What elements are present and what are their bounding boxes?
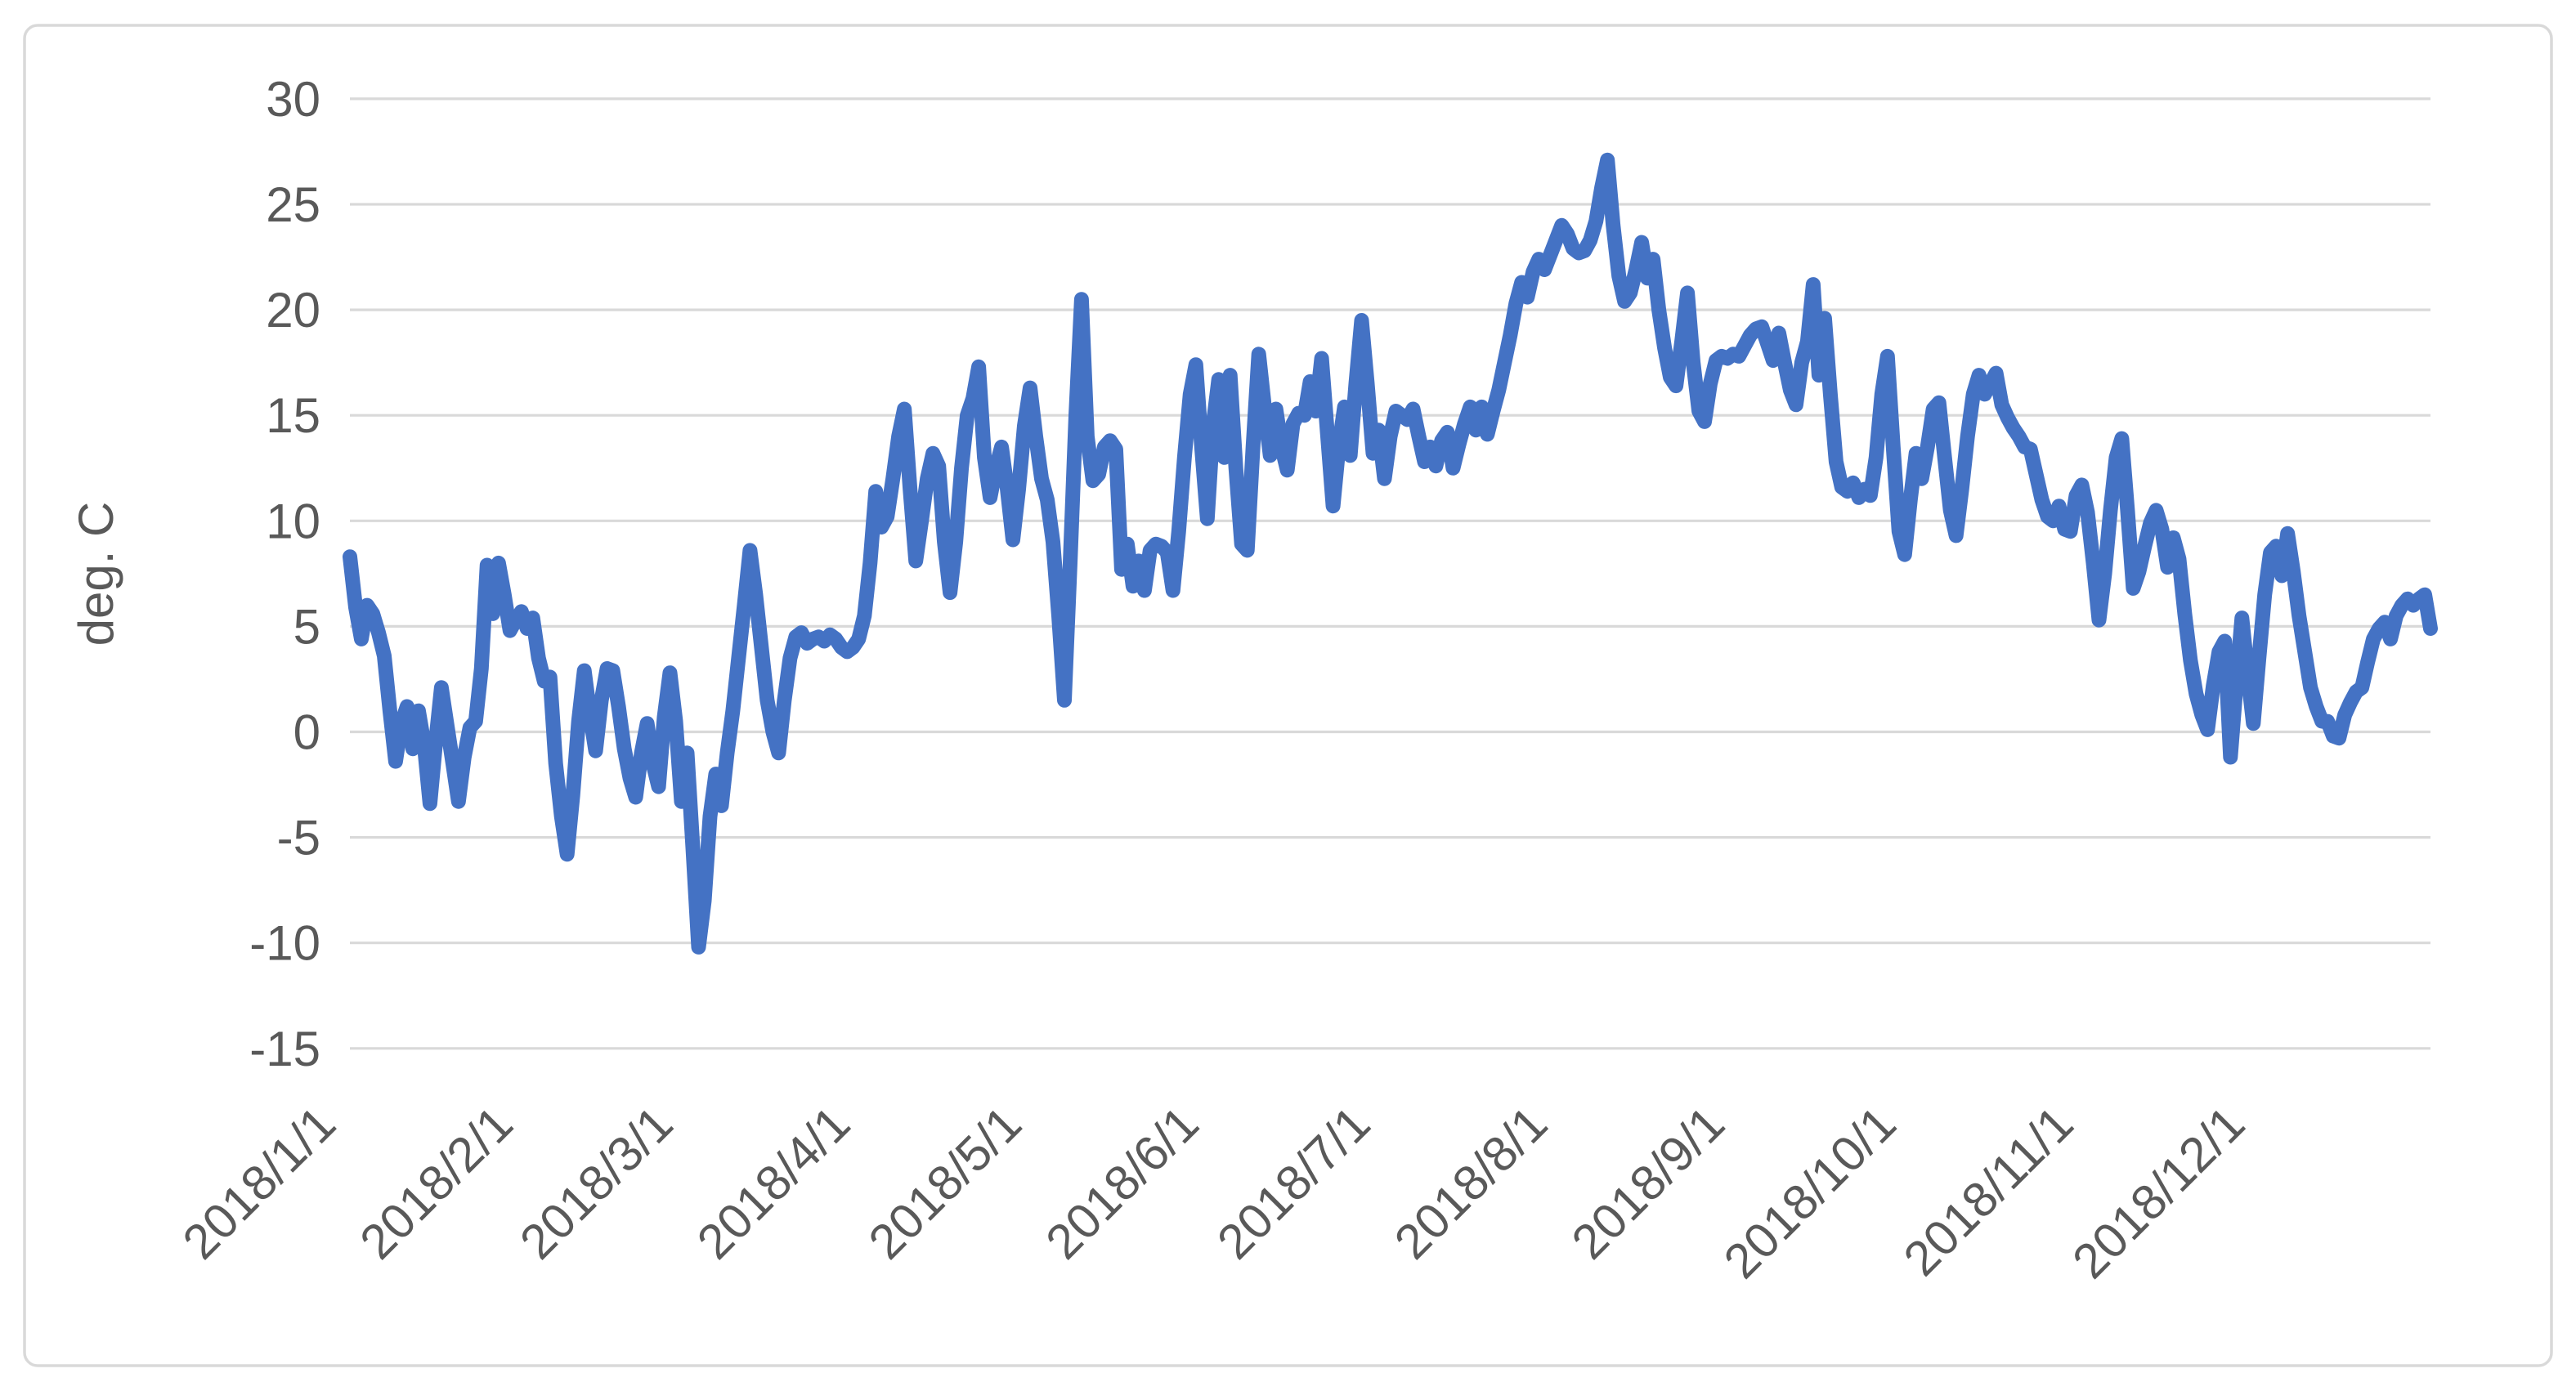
x-tick-label-2018-5-1: 2018/5/1 [858, 1096, 1033, 1270]
x-tick-label-2018-10-1: 2018/10/1 [1714, 1096, 1906, 1289]
chart-border [23, 24, 2553, 1367]
x-tick-label-2018-1-1: 2018/1/1 [172, 1096, 347, 1270]
x-tick-label-2018-9-1: 2018/9/1 [1561, 1096, 1736, 1270]
y-tick-label-20: 20 [266, 283, 320, 338]
x-tick-label-2018-4-1: 2018/4/1 [687, 1096, 861, 1270]
gridlines-group [350, 97, 2430, 1050]
temperature-series-line [343, 152, 2438, 955]
x-tick-label-2018-7-1: 2018/7/1 [1207, 1096, 1381, 1270]
y-tick-label-5: 5 [293, 599, 320, 654]
x-tick-label-2018-11-1: 2018/11/1 [1893, 1096, 2084, 1286]
y-tick-label-0: 0 [293, 705, 320, 760]
y-tick-label--5: -5 [277, 811, 320, 865]
y-axis-title: deg. C [69, 502, 123, 646]
x-tick-label-2018-6-1: 2018/6/1 [1035, 1096, 1209, 1270]
x-tick-label-2018-2-1: 2018/2/1 [349, 1096, 523, 1270]
x-tick-label-2018-12-1: 2018/12/1 [2062, 1096, 2255, 1289]
y-tick-label-30: 30 [266, 72, 320, 127]
x-tick-label-2018-3-1: 2018/3/1 [509, 1096, 683, 1270]
y-tick-label-25: 25 [266, 177, 320, 232]
y-tick-label--15: -15 [249, 1022, 320, 1076]
x-tick-label-2018-8-1: 2018/8/1 [1384, 1096, 1558, 1270]
y-tick-label--10: -10 [249, 916, 320, 971]
y-tick-label-10: 10 [266, 494, 320, 548]
y-tick-label-15: 15 [266, 388, 320, 443]
y-axis-tick-labels: 30 25 20 15 10 5 0 -5 -10 -15 [249, 72, 320, 1076]
